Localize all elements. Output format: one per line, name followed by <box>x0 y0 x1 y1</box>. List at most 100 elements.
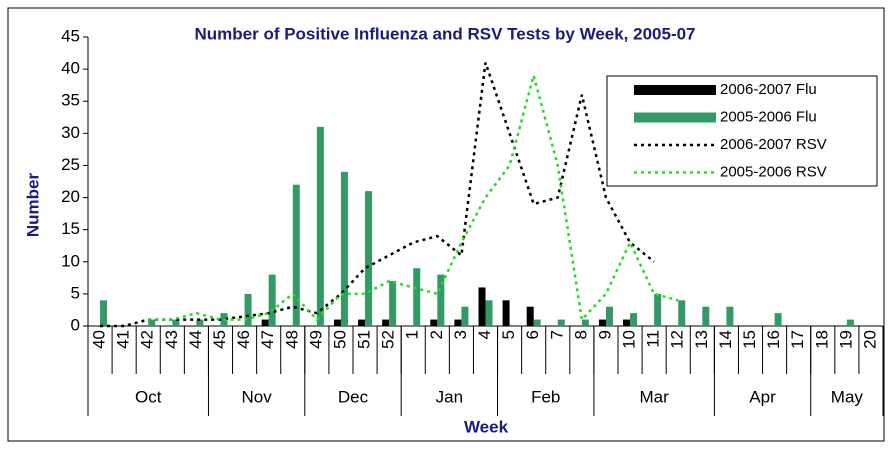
x-tick-label: 48 <box>282 330 301 349</box>
x-tick-label: 19 <box>836 330 855 349</box>
legend-label: 2005-2006 Flu <box>720 108 817 125</box>
bar <box>292 184 300 326</box>
bar <box>454 319 462 326</box>
bar <box>261 319 269 326</box>
y-axis-title: Number <box>23 173 42 238</box>
bar <box>598 319 606 326</box>
group-label: Feb <box>531 387 560 406</box>
x-tick-label: 12 <box>668 330 687 349</box>
x-tick-label: 9 <box>595 330 614 339</box>
bar <box>413 268 421 326</box>
bar <box>365 191 373 326</box>
bar <box>100 300 108 326</box>
bar <box>726 306 734 326</box>
group-label: Dec <box>338 387 369 406</box>
bar <box>196 319 204 326</box>
bar <box>630 313 638 326</box>
x-tick-label: 49 <box>306 330 325 349</box>
bar <box>382 319 390 326</box>
x-tick-label: 41 <box>114 330 133 349</box>
x-tick-label: 7 <box>547 330 566 339</box>
chart-border <box>7 7 885 442</box>
x-tick-label: 3 <box>451 330 470 339</box>
bar <box>846 319 854 326</box>
y-tick-label: 25 <box>61 155 80 174</box>
x-tick-label: 42 <box>138 330 157 349</box>
y-tick-label: 45 <box>61 26 80 45</box>
bar <box>478 287 486 326</box>
x-tick-label: 47 <box>258 330 277 349</box>
x-tick-label: 4 <box>475 330 494 339</box>
x-tick-label: 46 <box>234 330 253 349</box>
x-tick-label: 8 <box>571 330 590 339</box>
bar <box>268 274 276 326</box>
x-tick-label: 43 <box>162 330 181 349</box>
x-tick-label: 40 <box>90 330 109 349</box>
bar <box>358 319 366 326</box>
bar <box>774 313 782 326</box>
x-axis-title: Week <box>464 417 509 436</box>
chart-title: Number of Positive Influenza and RSV Tes… <box>194 24 695 43</box>
y-tick-label: 15 <box>61 219 80 238</box>
y-tick-label: 30 <box>61 123 80 142</box>
bar <box>623 319 631 326</box>
bar <box>485 300 493 326</box>
y-tick-label: 10 <box>61 251 80 270</box>
x-tick-label: 13 <box>692 330 711 349</box>
legend-swatch <box>634 85 716 95</box>
x-tick-label: 18 <box>812 330 831 349</box>
x-tick-label: 17 <box>788 330 807 349</box>
bar <box>148 319 156 326</box>
x-tick-label: 51 <box>355 330 374 349</box>
group-label: Apr <box>749 387 776 406</box>
legend-label: 2006-2007 Flu <box>720 81 817 98</box>
x-tick-label: 11 <box>644 330 663 348</box>
bar <box>244 293 252 326</box>
bar <box>430 319 438 326</box>
y-tick-label: 5 <box>71 283 80 302</box>
x-tick-label: 5 <box>499 330 518 339</box>
bar <box>654 293 662 326</box>
bar <box>581 319 589 326</box>
bar <box>172 319 180 326</box>
bar <box>678 300 686 326</box>
bar <box>437 274 445 326</box>
bar <box>461 306 469 326</box>
bar <box>502 300 510 326</box>
x-tick-label: 52 <box>379 330 398 349</box>
x-tick-label: 15 <box>740 330 759 349</box>
bar <box>316 126 324 327</box>
x-tick-label: 45 <box>210 330 229 349</box>
bar <box>702 306 710 326</box>
y-tick-label: 40 <box>61 59 80 78</box>
line <box>100 62 655 328</box>
bar <box>605 306 613 326</box>
y-tick-label: 35 <box>61 91 80 110</box>
group-label: Jan <box>436 387 463 406</box>
x-tick-label: 16 <box>764 330 783 349</box>
legend-label: 2006-2007 RSV <box>720 136 827 153</box>
group-label: May <box>831 387 864 406</box>
y-tick-label: 20 <box>61 187 80 206</box>
legend-swatch <box>634 112 716 123</box>
group-label: Nov <box>242 387 273 406</box>
bar <box>526 306 534 326</box>
bar <box>389 281 397 326</box>
line <box>148 70 679 323</box>
bar <box>557 319 565 326</box>
x-tick-label: 1 <box>403 330 422 339</box>
x-tick-label: 44 <box>186 330 205 349</box>
group-label: Mar <box>639 387 669 406</box>
x-tick-label: 10 <box>620 330 639 349</box>
legend-label: 2005-2006 RSV <box>720 163 827 180</box>
x-tick-label: 20 <box>860 330 879 349</box>
x-tick-label: 50 <box>330 330 349 349</box>
x-tick-label: 2 <box>427 330 446 339</box>
bar <box>340 171 348 326</box>
group-label: Oct <box>135 387 162 406</box>
y-tick-label: 0 <box>71 315 80 334</box>
bar <box>533 319 541 326</box>
bar <box>333 319 341 326</box>
x-tick-label: 14 <box>716 330 735 349</box>
